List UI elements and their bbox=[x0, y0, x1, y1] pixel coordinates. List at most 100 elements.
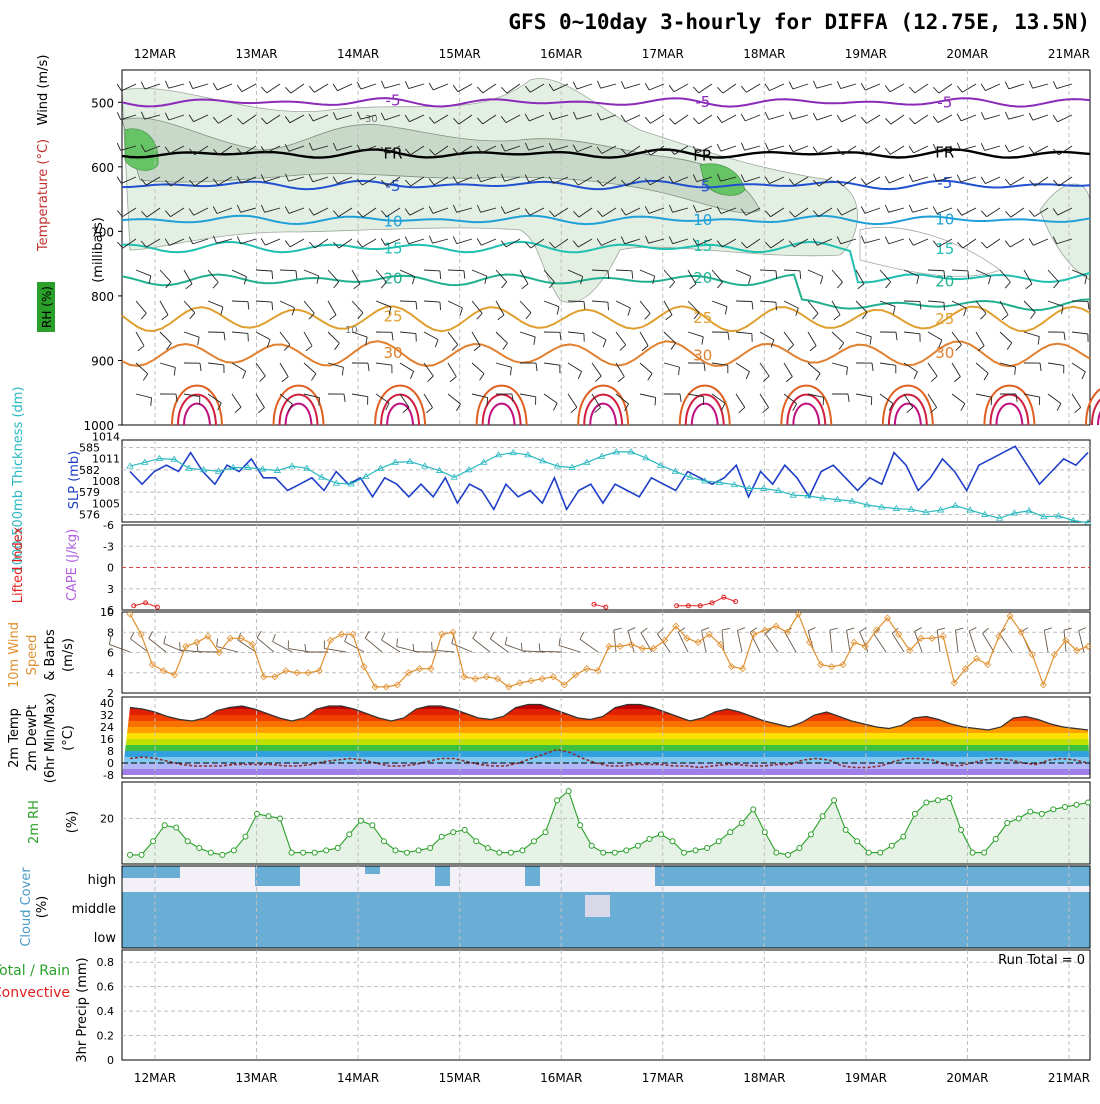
wind-barb bbox=[649, 84, 664, 90]
wind-barb-flag bbox=[453, 85, 458, 91]
wind-barb bbox=[985, 84, 1000, 91]
wind-barb bbox=[520, 301, 531, 313]
wind-barb-flag bbox=[821, 276, 823, 284]
wind-barb bbox=[722, 115, 736, 123]
wind-barb bbox=[232, 301, 248, 302]
wind-barb-flag bbox=[956, 345, 962, 351]
wind-barb-flag bbox=[933, 116, 938, 122]
wind-barb bbox=[400, 363, 414, 371]
wind-barb bbox=[328, 332, 339, 343]
wind-barb-flag bbox=[213, 282, 218, 288]
page-title: GFS 0~10day 3-hourly for DIFFA (12.75E, … bbox=[0, 10, 1090, 34]
wind-barb-flag bbox=[1029, 113, 1033, 120]
surface-wind-barb-flag bbox=[969, 628, 976, 632]
bottom-date-label: 18MAR bbox=[743, 1071, 785, 1085]
lifted-tick: 3 bbox=[107, 583, 114, 596]
warm-cell-contour bbox=[895, 404, 921, 425]
wind-barb-flag bbox=[477, 238, 481, 245]
wind-barb bbox=[784, 270, 800, 271]
wind-barb-flag bbox=[285, 241, 290, 247]
wind-barb-flag bbox=[765, 84, 769, 91]
wind-barb bbox=[745, 115, 760, 121]
wind-barb-flag bbox=[260, 376, 266, 382]
wind-barb bbox=[769, 115, 784, 119]
rh-marker bbox=[889, 843, 894, 848]
wind-barb bbox=[1010, 177, 1024, 185]
wind-barb bbox=[688, 332, 703, 337]
isotherm-label: FR bbox=[693, 147, 712, 165]
wind-barb-flag bbox=[648, 373, 652, 380]
wind-barb bbox=[616, 332, 626, 345]
wind-barb bbox=[314, 84, 328, 92]
wind-barb bbox=[962, 208, 976, 215]
wind-barb-flag bbox=[595, 376, 601, 382]
wind-barb-flag bbox=[981, 242, 986, 248]
temperature-legend: Temperature (°C) bbox=[36, 139, 51, 252]
wind-barb-flag bbox=[961, 404, 965, 411]
cloud-gap bbox=[585, 895, 610, 917]
wind-barb bbox=[961, 115, 976, 121]
warm-cell-contour bbox=[387, 404, 413, 425]
wind-barb bbox=[793, 115, 808, 119]
wind-barb-flag bbox=[693, 118, 698, 124]
wind-barb-flag bbox=[909, 238, 913, 245]
wind-barb bbox=[650, 115, 664, 123]
wind-barb-flag bbox=[429, 83, 433, 90]
wind-barb bbox=[496, 363, 511, 367]
wind-barb-flag bbox=[522, 284, 528, 289]
wind-barb-flag bbox=[909, 174, 912, 181]
wind-barb bbox=[985, 177, 1000, 184]
rh-legend: RH (%) bbox=[40, 286, 54, 328]
wind-axis-label: Speed bbox=[25, 635, 40, 676]
top-date-label: 18MAR bbox=[743, 47, 785, 61]
wind-barb-flag bbox=[823, 397, 824, 405]
wind-barb bbox=[616, 270, 632, 271]
wind-barb-flag bbox=[632, 271, 633, 279]
wind-barb bbox=[890, 84, 904, 92]
surface-wind-barb bbox=[580, 639, 598, 652]
windspeed-tick: 10 bbox=[100, 606, 114, 619]
wind-barb-flag bbox=[858, 284, 864, 289]
wind-barb-flag bbox=[839, 343, 844, 350]
slp-line bbox=[130, 446, 1088, 509]
wind-barb bbox=[169, 84, 184, 88]
wind-barb bbox=[913, 177, 928, 182]
wind-barb bbox=[424, 270, 440, 271]
wind-axis-label: 10m Wind bbox=[7, 622, 22, 688]
wind-barb-flag bbox=[885, 85, 890, 91]
wind-barb-flag bbox=[957, 86, 962, 92]
wind-barb bbox=[352, 394, 368, 397]
wind-barb-flag bbox=[728, 332, 729, 340]
wind-barb bbox=[424, 332, 438, 340]
wind-barb-flag bbox=[258, 408, 264, 413]
rh-marker bbox=[208, 850, 213, 855]
wind-barb-flag bbox=[813, 147, 818, 153]
rh-marker bbox=[924, 800, 929, 805]
rh-marker bbox=[347, 832, 352, 837]
wind-barb bbox=[409, 239, 424, 244]
wind-barb-flag bbox=[368, 363, 369, 371]
precip-legend-total: Total / Rain bbox=[0, 963, 70, 979]
wind-barb-flag bbox=[885, 176, 889, 183]
wind-barb-flag bbox=[847, 367, 848, 375]
wind-barb-flag bbox=[1005, 241, 1010, 247]
wind-barb bbox=[433, 239, 448, 243]
isotherm-label: 30 bbox=[935, 344, 954, 362]
pressure-tick: 600 bbox=[91, 161, 114, 175]
rh-marker bbox=[128, 852, 133, 857]
temp-axis-label: 2m Temp bbox=[7, 708, 22, 768]
wind-barb bbox=[889, 177, 904, 183]
wind-barb bbox=[890, 146, 904, 154]
wind-barb bbox=[784, 363, 792, 377]
rh-marker bbox=[405, 850, 410, 855]
wind-barb bbox=[290, 239, 304, 247]
temp-axis-label: (°C) bbox=[61, 725, 76, 751]
isotherm-label: 20 bbox=[383, 270, 402, 288]
wind-barb bbox=[664, 363, 679, 367]
wind-barb bbox=[385, 84, 400, 88]
wind-barb bbox=[280, 363, 288, 377]
wind-barb-flag bbox=[810, 346, 816, 351]
isotherm-label: 15 bbox=[935, 240, 954, 258]
surface-wind-barb bbox=[847, 630, 850, 652]
